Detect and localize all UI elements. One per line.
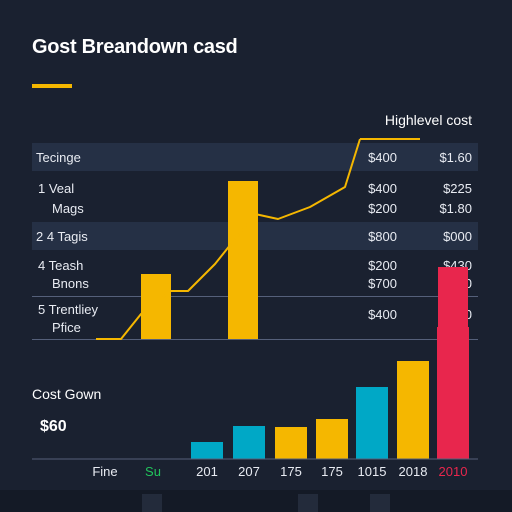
x-tick-label: Fine [92, 464, 117, 479]
lower-bar [397, 361, 429, 459]
table-cell: $200 [368, 258, 397, 273]
table-cell: $000 [443, 229, 472, 244]
lower-bar [275, 427, 307, 459]
table-cell: $200 [368, 201, 397, 216]
lower-bar [356, 387, 388, 459]
x-tick-label: 2010 [439, 464, 468, 479]
x-tick-label: 201 [196, 464, 218, 479]
table-cell: $400 [368, 307, 397, 322]
strip-block [370, 494, 390, 512]
cost-section-label: Cost Gown [32, 386, 102, 402]
table-cell: $225 [443, 181, 472, 196]
table-row-label: 4 Teash [38, 258, 84, 273]
lower-bar [191, 442, 223, 459]
upper-bar [141, 274, 171, 339]
x-tick-label: 2018 [399, 464, 428, 479]
title-accent-bar [32, 84, 72, 88]
x-tick-label: 175 [280, 464, 302, 479]
table-row-label: Pfice [52, 320, 81, 335]
strip-block [298, 494, 318, 512]
x-tick-label: 175 [321, 464, 343, 479]
lower-bar [437, 327, 469, 459]
table-row-label: Tecinge [36, 150, 81, 165]
lower-bar [316, 419, 348, 459]
table-row-band [32, 143, 478, 171]
table-row-label: Mags [52, 201, 84, 216]
upper-bar [228, 181, 258, 339]
table-divider [32, 339, 478, 340]
x-tick-label: 1015 [358, 464, 387, 479]
table-cell: $400 [368, 181, 397, 196]
strip-block [142, 494, 162, 512]
table-row-label: Bnons [52, 276, 89, 291]
table-row-label: 2 4 Tagis [36, 229, 88, 244]
table-row-label: 5 Trentliey [38, 302, 98, 317]
table-cell: $1.60 [439, 150, 472, 165]
lower-bar [233, 426, 265, 459]
table-cell: $800 [368, 229, 397, 244]
table-header: Highlevel cost [384, 112, 472, 128]
table-cell: $700 [368, 276, 397, 291]
trend-line [96, 138, 361, 340]
table-row-label: 1 Veal [38, 181, 75, 196]
x-tick-label: Su [145, 464, 161, 479]
table-cell: $1.80 [439, 201, 472, 216]
cost-value: $60 [40, 418, 67, 435]
bottom-strip [0, 490, 512, 512]
x-tick-label: 207 [238, 464, 260, 479]
table-cell: $400 [368, 150, 397, 165]
chart-title: Gost Breandown casd [32, 36, 238, 58]
